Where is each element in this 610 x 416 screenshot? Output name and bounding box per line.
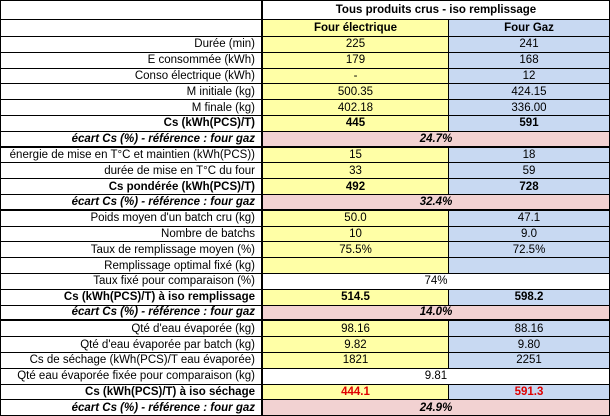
row-label: écart Cs (%) - référence : four gaz (0, 400, 263, 416)
table-row: écart Cs (%) - référence : four gaz 14.0% (0, 305, 610, 322)
row-label: Cs (kWh(PCS)/T) à iso séchage (0, 384, 263, 401)
row-label: Cs pondérée (kWh(PCS)/T) (0, 179, 263, 195)
row-label: Cs de séchage (kWh(PCS)/T eau évaporée) (0, 353, 263, 369)
row-label: durée de mise en T°C du four (0, 163, 263, 180)
table-row: Cs pondérée (kWh(PCS)/T) 492 728 (0, 179, 610, 195)
table-row: M initiale (kg) 500.35 424.15 (0, 84, 610, 101)
column-header-four-gaz: Four Gaz (449, 20, 610, 37)
table-row: durée de mise en T°C du four 33 59 (0, 163, 610, 180)
ecart-value: 14.0% (263, 305, 610, 322)
header-title-row: Tous produits crus - iso remplissage (0, 0, 610, 20)
row-label: Nombre de batchs (0, 226, 263, 243)
four-gaz-value: 47.1 (449, 210, 610, 227)
column-header-four-electrique: Four électrique (263, 20, 449, 37)
four-electrique-value: 9.82 (263, 337, 449, 353)
four-electrique-value: 98.16 (263, 321, 449, 338)
row-label: E consommée (kWh) (0, 52, 263, 69)
row-label: M finale (kg) (0, 100, 263, 116)
table-row: M finale (kg) 402.18 336.00 (0, 100, 610, 116)
four-gaz-value: 598.2 (449, 289, 610, 306)
four-electrique-value: 75.5% (263, 242, 449, 259)
four-electrique-value: 1821 (263, 353, 449, 369)
four-electrique-value: 514.5 (263, 289, 449, 306)
row-label: écart Cs (%) - référence : four gaz (0, 305, 263, 322)
four-gaz-value: 591.3 (449, 384, 610, 401)
row-label: Remplissage optimal fixé (kg) (0, 258, 263, 274)
table-row: Cs (kWh(PCS)/T) 445 591 (0, 116, 610, 132)
four-electrique-value: 445 (263, 116, 449, 132)
four-gaz-value: 18 (449, 147, 610, 164)
four-electrique-value: 15 (263, 147, 449, 164)
table-row: Qté d'eau évaporée (kg) 98.16 88.16 (0, 321, 610, 338)
four-gaz-value: 59 (449, 163, 610, 180)
table-row: Cs de séchage (kWh(PCS)/T eau évaporée) 1… (0, 353, 610, 369)
row-label: Conso électrique (kWh) (0, 68, 263, 85)
four-gaz-value (449, 258, 610, 274)
four-electrique-value: 10 (263, 226, 449, 243)
table-row: Qté eau évaporée fixée pour comparaison … (0, 368, 610, 385)
table-row: Taux de remplissage moyen (%) 75.5% 72.5% (0, 242, 610, 259)
four-gaz-value: 336.00 (449, 100, 610, 116)
row-label: Taux de remplissage moyen (%) (0, 242, 263, 259)
four-electrique-value: 444.1 (263, 384, 449, 401)
four-gaz-value: 12 (449, 68, 610, 85)
four-gaz-value: 9.0 (449, 226, 610, 243)
table-row: E consommée (kWh) 179 168 (0, 52, 610, 69)
row-label: Taux fixé pour comparaison (%) (0, 274, 263, 290)
row-label: écart Cs (%) - référence : four gaz (0, 131, 263, 148)
row-label: Qté d'eau évaporée (kg) (0, 321, 263, 338)
row-label: Durée (min) (0, 37, 263, 53)
four-gaz-value: 424.15 (449, 84, 610, 101)
header-columns-row: Four électrique Four Gaz (0, 20, 610, 37)
row-label: Poids moyen d'un batch cru (kg) (0, 210, 263, 227)
row-label: Qté eau évaporée fixée pour comparaison … (0, 368, 263, 385)
four-electrique-value: 179 (263, 52, 449, 69)
table-row: Durée (min) 225 241 (0, 37, 610, 53)
four-gaz-value: 591 (449, 116, 610, 132)
four-electrique-value: 500.35 (263, 84, 449, 101)
shared-value: 74% (263, 274, 610, 290)
table-row: Poids moyen d'un batch cru (kg) 50.0 47.1 (0, 210, 610, 227)
table-row: Remplissage optimal fixé (kg) (0, 258, 610, 274)
row-label: Qté d'eau évaporée par batch (kg) (0, 337, 263, 353)
row-label: Cs (kWh(PCS)/T) à iso remplissage (0, 289, 263, 306)
four-gaz-value: 168 (449, 52, 610, 69)
row-label: Cs (kWh(PCS)/T) (0, 116, 263, 132)
header-blank-cell (0, 0, 263, 20)
four-gaz-value: 9.80 (449, 337, 610, 353)
table-row: Conso électrique (kWh) -12 (0, 68, 610, 85)
header-blank-cell (0, 20, 263, 37)
table-row: énergie de mise en T°C et maintien (kWh(… (0, 147, 610, 164)
four-gaz-value: 241 (449, 37, 610, 53)
table-row: écart Cs (%) - référence : four gaz 32.4% (0, 195, 610, 211)
row-label: M initiale (kg) (0, 84, 263, 101)
table-title: Tous produits crus - iso remplissage (263, 0, 610, 20)
four-electrique-value: 33 (263, 163, 449, 180)
four-electrique-value (263, 258, 449, 274)
shared-value: 9.81 (263, 368, 610, 385)
row-label: écart Cs (%) - référence : four gaz (0, 195, 263, 211)
table-row: Cs (kWh(PCS)/T) à iso séchage 444.1 591.3 (0, 384, 610, 401)
ecart-value: 24.9% (263, 400, 610, 416)
four-electrique-value: 225 (263, 37, 449, 53)
ecart-value: 24.7% (263, 131, 610, 148)
four-gaz-value: 728 (449, 179, 610, 195)
row-label: énergie de mise en T°C et maintien (kWh(… (0, 147, 263, 164)
table-row: Nombre de batchs 10 9.0 (0, 226, 610, 243)
four-electrique-value: - (263, 68, 449, 85)
four-gaz-value: 2251 (449, 353, 610, 369)
table-row: Qté d'eau évaporée par batch (kg) 9.82 9.8… (0, 337, 610, 353)
four-electrique-value: 50.0 (263, 210, 449, 227)
four-gaz-value: 72.5% (449, 242, 610, 259)
table-row: écart Cs (%) - référence : four gaz 24.9% (0, 400, 610, 416)
table-row: Taux fixé pour comparaison (%) 74% (0, 274, 610, 290)
four-gaz-value: 88.16 (449, 321, 610, 338)
ecart-value: 32.4% (263, 195, 610, 211)
table-row: Cs (kWh(PCS)/T) à iso remplissage 514.5 59… (0, 289, 610, 306)
four-electrique-value: 492 (263, 179, 449, 195)
table-row: écart Cs (%) - référence : four gaz 24.7% (0, 131, 610, 148)
four-electrique-value: 402.18 (263, 100, 449, 116)
